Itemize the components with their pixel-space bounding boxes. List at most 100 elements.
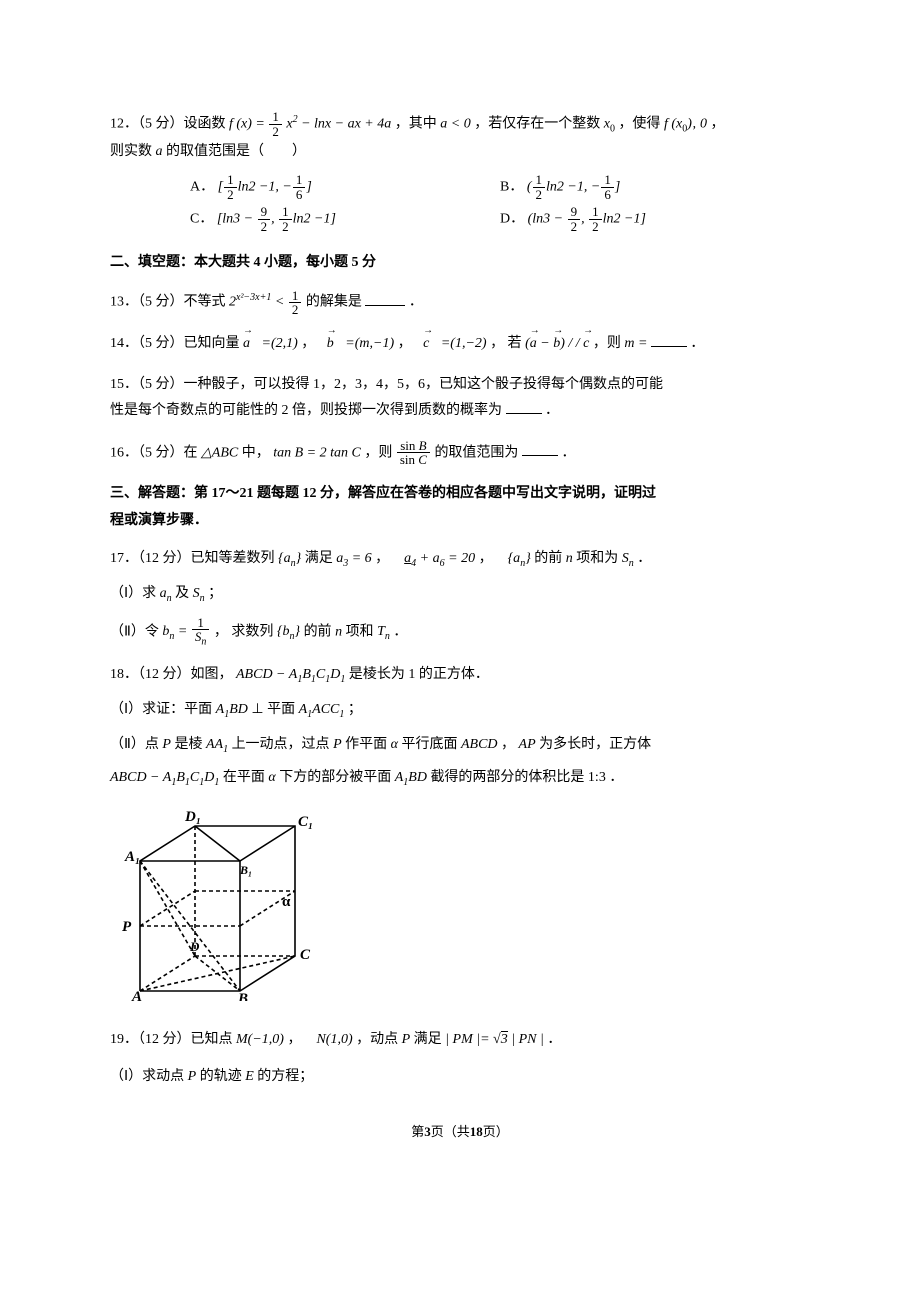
q18-p2e: 平行底面 (401, 737, 461, 752)
q14-vec-a: a (243, 331, 250, 358)
q18-p2a: （Ⅱ）点 (110, 737, 162, 752)
q17-p2b: ， 求数列 (214, 624, 277, 639)
fig-label-B1: B₁ (239, 863, 252, 877)
q19-l1a: 19．（12 分）已知点 (110, 1032, 236, 1047)
q18-l1b: 是棱长为 1 的正方体． (349, 667, 489, 682)
q12-optA-pre: A． (190, 180, 214, 195)
q12-a-lt: a < 0 (440, 117, 470, 132)
q14-c3: ， 若 (490, 336, 525, 351)
q17-an2: {an} (508, 551, 531, 566)
q12-options: A． [12ln2 −1, −16] B． (12ln2 −1, −16] C．… (190, 171, 810, 236)
q19-E: E (245, 1069, 254, 1084)
q17-Tn: Tn (377, 624, 390, 639)
fig-label-D: D (189, 939, 200, 954)
q14-vec-b: b (327, 331, 334, 358)
q12-sq: 2 (293, 114, 298, 125)
q17-a4a6: a4 + a6 = 20 (404, 551, 475, 566)
sec3b: 程或演算步骤． (110, 513, 208, 528)
q17-p2c: 的前 (304, 624, 336, 639)
section-2-heading: 二、填空题：本大题共 4 小题，每小题 5 分 (110, 250, 810, 277)
q14-tail: ． (690, 336, 704, 351)
q12-fx0b: )‚ 0 (687, 117, 707, 132)
q12-body4: ， (711, 117, 725, 132)
q16-tail: 的取值范围为 (434, 445, 518, 460)
q18-p2b: 是棱 (174, 737, 206, 752)
q18-a1bd2: A1BD (395, 770, 427, 785)
q13-lt: < (275, 295, 288, 310)
q12-x0-sub: 0 (610, 123, 615, 134)
q12-optB-body: ( (527, 180, 532, 195)
q19-p1b: 的轨迹 (200, 1069, 246, 1084)
footer-e: 页） (483, 1124, 509, 1139)
cube-svg: A B C D A₁ B₁ C₁ D₁ P α (110, 806, 320, 1001)
q14-cond: (a − b) / / c (525, 336, 589, 351)
q18-P2: P (333, 737, 342, 752)
q16-mid2: ，则 (364, 445, 396, 460)
fig-label-alpha: α (282, 894, 291, 910)
q13-blank (365, 292, 405, 306)
question-16: 16．（5 分）在 △ABC 中， tan B = 2 tan C ，则 sin… (110, 439, 810, 467)
q12-a: a (156, 144, 163, 159)
q17-n2: n (335, 624, 342, 639)
q13-exp: x²−3x+1 (236, 292, 271, 303)
q12-line2: 则实数 (110, 144, 156, 159)
q18-p2g: 为多长时，正方体 (539, 737, 651, 752)
q17-p1b: 及 (175, 586, 193, 601)
q18-p2f: ， (501, 737, 515, 752)
q12-line2b: 的取值范围是（ ） (166, 144, 306, 159)
fig-label-C1: C₁ (298, 814, 313, 830)
q17-bn2: {bn} (277, 624, 300, 639)
q17-p2a: （Ⅱ）令 (110, 624, 162, 639)
q19-c1: ， (287, 1032, 301, 1047)
q17-an3: an (160, 586, 172, 601)
q14-blank (651, 333, 687, 347)
q17-l1c: ， (375, 551, 389, 566)
q14-c1: ， (301, 336, 315, 351)
fig-label-C: C (300, 947, 311, 963)
q17-Sn2: Sn (193, 586, 205, 601)
q15-dot: ． (545, 403, 559, 418)
question-18: 18．（12 分）如图， ABCD − A1B1C1D1 是棱长为 1 的正方体… (110, 662, 810, 791)
q19-l1b: 满足 (414, 1032, 446, 1047)
q12-half: 12 (269, 110, 282, 138)
q12-optB-pre: B． (500, 180, 523, 195)
q12-body3: ，使得 (618, 117, 664, 132)
q17-l1f: 项和为 (576, 551, 622, 566)
q17-l1e: 的前 (534, 551, 566, 566)
q19-P: P (402, 1032, 411, 1047)
q15-blank (506, 400, 542, 414)
q16-mid1: 中， (242, 445, 270, 460)
q17-l1a: 17．（12 分）已知等差数列 (110, 551, 278, 566)
q17-a3: a3 = 6 (336, 551, 371, 566)
q16-tri: △ABC (201, 445, 238, 460)
question-13: 13．（5 分）不等式 2x²−3x+1 < 12 的解集是 ． (110, 288, 810, 317)
q14-pre: 14．（5 分）已知向量 (110, 336, 243, 351)
q15-l1: 15．（5 分）一种骰子，可以投得 1，2，3，4，5，6，已知这个骰子投得每个… (110, 372, 810, 399)
q14-c2: ， (398, 336, 412, 351)
q12-option-a: A． [12ln2 −1, −16] (190, 171, 500, 203)
q17-an: {an} (278, 551, 301, 566)
footer-d: 18 (470, 1124, 483, 1139)
question-12: 12．（5 分）设函数 f (x) = 12 x2 − lnx − ax + 4… (110, 110, 810, 236)
q12-body2: ，若仅存在一个整数 (474, 117, 604, 132)
q18-p1b: ⊥ 平面 (251, 702, 298, 717)
q17-Sn: Sn (622, 551, 634, 566)
q17-n: n (566, 551, 573, 566)
q12-body1: ，其中 (395, 117, 441, 132)
q18-cube: ABCD − A1B1C1D1 (236, 667, 345, 682)
q19-p1a: （Ⅰ）求动点 (110, 1069, 188, 1084)
q16-pre: 16．（5 分）在 (110, 445, 201, 460)
q12-option-c: C． [ln3 − 92, 12ln2 −1] (190, 203, 500, 235)
q18-p2d: 作平面 (345, 737, 391, 752)
q12-option-b: B． (12ln2 −1, −16] (500, 171, 810, 203)
q17-bn-frac: 1Sn (192, 616, 210, 649)
question-14: 14．（5 分）已知向量 a =(2,1) ， b =(m,−1) ， c =(… (110, 331, 810, 358)
q13-dot: ． (409, 295, 423, 310)
q12-optD-pre: D． (500, 212, 524, 227)
q18-a1acc1: A1ACC1 (299, 702, 345, 717)
question-17: 17．（12 分）已知等差数列 {an} 满足 a3 = 6 ， a4 + a6… (110, 546, 810, 648)
q17-p2d: 项和 (346, 624, 378, 639)
q13-expr: 2 (229, 295, 236, 310)
q19-eq: | PM |= √3 | PN | (445, 1031, 544, 1047)
fig-label-D1: D₁ (184, 809, 201, 825)
